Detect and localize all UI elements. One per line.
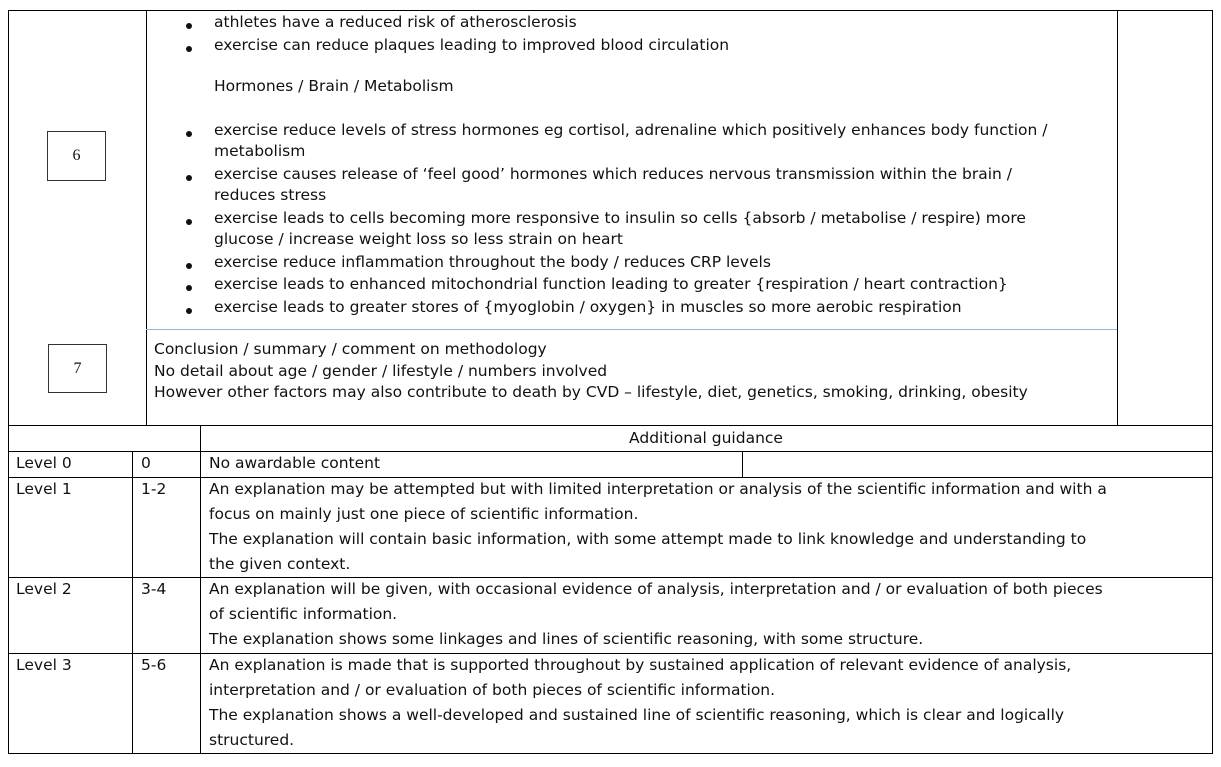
level-descriptor-line: The explanation shows some linkages and …: [209, 630, 924, 648]
bullet-item: athletes have a reduced risk of atherosc…: [214, 13, 577, 31]
level-descriptor-line: structured.: [209, 731, 295, 749]
level-marks: 0: [141, 454, 151, 472]
bullet-icon: [183, 168, 195, 181]
bullet-item: exercise can reduce plaques leading to i…: [214, 36, 730, 54]
conclusion-line: No detail about age / gender / lifestyle…: [154, 361, 608, 380]
bullet-item-line: exercise reduce inflammation throughout …: [214, 253, 771, 271]
bullet-icon: [183, 301, 195, 314]
level-marks: 3-4: [141, 580, 167, 598]
level-label: Level 0: [16, 454, 72, 472]
level-descriptor-line: An explanation will be given, with occas…: [209, 580, 1103, 598]
bullet-item-line: metabolism: [214, 142, 306, 160]
table-border: [8, 425, 1213, 426]
level-label: Level 1: [16, 480, 72, 498]
table-border: [1212, 10, 1213, 753]
bullet-item-line: glucose / increase weight loss so less s…: [214, 230, 624, 248]
level-descriptor-line: of scientific information.: [209, 605, 398, 623]
question-number-box: 6: [47, 131, 106, 181]
table-border: [1117, 10, 1118, 425]
bullet-item-line: exercise causes release of ‘feel good’ h…: [214, 165, 1013, 183]
bullet-icon: [183, 124, 195, 137]
table-border: [742, 451, 743, 477]
table-border: [8, 577, 1213, 578]
bullet-item-line: exercise leads to cells becoming more re…: [214, 209, 1026, 227]
level-descriptor-line: The explanation will contain basic infor…: [209, 530, 1087, 548]
level-descriptor-line: interpretation and / or evaluation of bo…: [209, 681, 776, 699]
table-border: [146, 10, 147, 425]
level-descriptor-line: The explanation shows a well-developed a…: [209, 706, 1065, 724]
table-border: [200, 425, 201, 753]
bullet-icon: [183, 256, 195, 269]
bullet-item-line: exercise leads to enhanced mitochondrial…: [214, 275, 1008, 293]
row-divider: [146, 329, 1117, 330]
additional-guidance-header: Additional guidance: [629, 429, 783, 447]
level-descriptor-line: An explanation may be attempted but with…: [209, 480, 1107, 498]
subheading: Hormones / Brain / Metabolism: [214, 77, 454, 95]
question-number-box: 7: [48, 344, 107, 393]
bullet-item-line: reduces stress: [214, 186, 327, 204]
table-border: [132, 451, 133, 753]
level-marks: 5-6: [141, 656, 167, 674]
table-border: [8, 477, 1213, 478]
table-border: [8, 451, 1213, 452]
table-border: [8, 10, 1213, 11]
conclusion-line: Conclusion / summary / comment on method…: [154, 340, 547, 358]
conclusion-line: However other factors may also contribut…: [154, 383, 1028, 401]
bullet-item-line: exercise leads to greater stores of {myo…: [214, 298, 962, 316]
table-border: [8, 753, 1213, 754]
bullet-item-line: exercise reduce levels of stress hormone…: [214, 121, 1048, 139]
level-marks: 1-2: [141, 480, 167, 498]
bullet-icon: [183, 16, 195, 29]
bullet-icon: [183, 278, 195, 291]
level-descriptor-line: focus on mainly just one piece of scient…: [209, 505, 639, 523]
level-descriptor-line: An explanation is made that is supported…: [209, 656, 1072, 674]
level-descriptor-line: No awardable content: [209, 454, 381, 472]
table-border: [8, 653, 1213, 654]
table-border: [8, 10, 9, 753]
bullet-icon: [183, 39, 195, 52]
level-label: Level 3: [16, 656, 72, 674]
level-descriptor-line: the given context.: [209, 555, 351, 573]
level-label: Level 2: [16, 580, 72, 598]
bullet-icon: [183, 212, 195, 225]
